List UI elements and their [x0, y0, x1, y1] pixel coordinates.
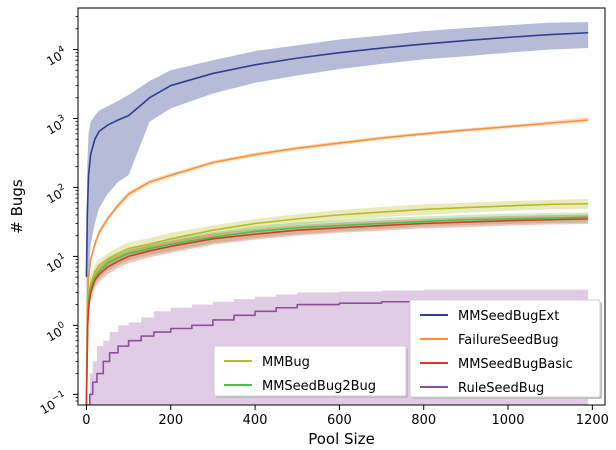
y-axis-label: # Bugs	[8, 179, 26, 234]
line-mmseedbugext	[85, 31, 589, 278]
x-axis-ticks: 0 200 400 600 800 1000 1200	[82, 405, 609, 428]
y-axis-ticks: 10−1 100 101 102 103 104	[37, 16, 78, 417]
y-tick-label: 100	[43, 320, 69, 344]
x-tick-label: 0	[82, 413, 90, 428]
x-tick-label: 400	[243, 413, 268, 428]
line-failureseedbug	[85, 119, 589, 405]
line-mmseedbugbasic	[85, 218, 589, 405]
legend-label-ruleseedbug: RuleSeedBug	[458, 381, 544, 396]
legend-lower-center: MMBug MMSeedBug2Bug	[213, 345, 408, 398]
series-lines	[85, 31, 589, 405]
y-tick-label: 102	[43, 182, 69, 206]
x-tick-label: 600	[327, 413, 352, 428]
line-mmseedbug2bug	[85, 216, 589, 405]
legend-label-mmbug: MMBug	[262, 355, 310, 370]
plot-frame	[77, 7, 606, 406]
x-axis-label: Pool Size	[308, 430, 375, 448]
legend-box	[409, 299, 601, 398]
y-tick-label: 101	[43, 251, 69, 275]
x-tick-label: 800	[411, 413, 436, 428]
y-tick-label: 104	[43, 44, 69, 68]
line-ruleseedbug	[86, 299, 589, 405]
x-tick-label: 200	[158, 413, 183, 428]
y-tick-label: 10−1	[37, 389, 70, 417]
legend-label-failureseedbug: FailureSeedBug	[458, 333, 559, 348]
x-tick-label: 1200	[576, 413, 609, 428]
legend-label-mmseedbugbasic: MMSeedBugBasic	[458, 357, 573, 372]
line-mmbug	[85, 202, 589, 405]
legend-lower-right: MMSeedBugExt FailureSeedBug MMSeedBugBasic…	[409, 299, 602, 399]
legend-label-mmseedbug2bug: MMSeedBug2Bug	[262, 379, 376, 394]
y-tick-label: 103	[43, 113, 69, 137]
legend-box	[213, 345, 407, 397]
legend-label-mmseedbugext: MMSeedBugExt	[458, 309, 559, 324]
x-tick-label: 1000	[491, 413, 524, 428]
